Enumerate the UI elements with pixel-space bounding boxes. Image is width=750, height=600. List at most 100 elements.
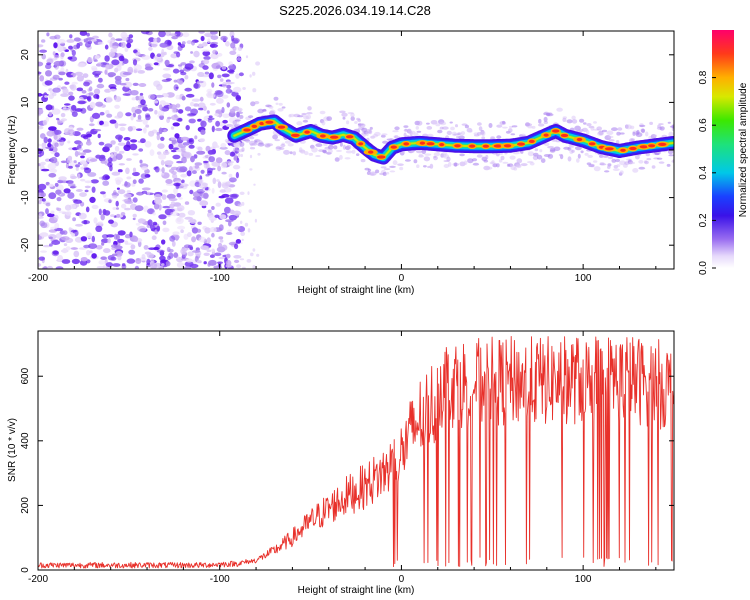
ridge-halo [509, 155, 516, 160]
noise-speckle [117, 230, 126, 236]
colorbar-tick-label: 0.8 [698, 70, 709, 84]
noise-speckle [111, 59, 120, 66]
noise-speckle [204, 71, 210, 75]
noise-speckle [125, 77, 130, 82]
noise-speckle [218, 224, 224, 231]
ridge-halo [527, 151, 535, 157]
noise-speckle [116, 187, 120, 190]
ridge-halo [534, 148, 539, 152]
noise-speckle [242, 266, 246, 269]
noise-speckle [75, 164, 80, 168]
noise-speckle [162, 227, 170, 233]
noise-speckle [39, 49, 47, 53]
ridge-halo [571, 115, 576, 120]
noise-speckle [137, 218, 146, 224]
noise-speckle [191, 40, 195, 46]
ridge-halo [446, 156, 451, 162]
ridge-halo [446, 130, 452, 135]
noise-speckle [184, 106, 192, 112]
noise-speckle [176, 262, 184, 268]
noise-speckle [188, 139, 193, 143]
y-tick-label: -20 [20, 238, 31, 253]
noise-speckle [218, 236, 224, 240]
noise-speckle [164, 59, 170, 66]
noise-speckle [47, 163, 57, 170]
ridge-hotspot-core [493, 144, 503, 148]
x-tick-label: -100 [210, 574, 230, 585]
noise-speckle [66, 157, 73, 164]
noise-speckle [118, 163, 126, 166]
ridge-halo [658, 161, 665, 164]
ridge-hotspot-core [543, 133, 549, 137]
noise-speckle [196, 81, 200, 84]
ridge-halo [601, 129, 608, 133]
noise-speckle [107, 255, 115, 261]
noise-speckle [57, 119, 61, 126]
y-tick-label: 0 [20, 147, 31, 153]
noise-speckle [114, 104, 120, 109]
noise-speckle [133, 64, 142, 71]
noise-speckle [92, 35, 99, 39]
noise-speckle [256, 253, 260, 257]
noise-speckle [134, 205, 144, 212]
noise-speckle [208, 259, 217, 266]
noise-speckle [144, 251, 152, 255]
noise-speckle [189, 60, 195, 64]
snr-ticks: -200 -100 0 100 0 200 400 600 [20, 331, 674, 585]
ridge-halo [392, 130, 399, 133]
ridge-halo [374, 131, 381, 137]
ridge-halo [278, 147, 285, 150]
noise-speckle [71, 233, 75, 237]
noise-speckle [200, 74, 210, 78]
noise-speckle [47, 213, 55, 218]
ridge-halo [583, 122, 587, 125]
ridge-halo [513, 167, 518, 171]
noise-speckle [45, 104, 53, 111]
noise-speckle [202, 105, 207, 111]
noise-speckle [200, 120, 207, 128]
ridge-hotspot-core [346, 135, 354, 139]
noise-speckle [222, 119, 228, 124]
noise-speckle [38, 256, 45, 261]
noise-speckle [50, 226, 58, 230]
noise-speckle [161, 194, 167, 200]
noise-speckle [48, 173, 57, 178]
noise-speckle [115, 38, 123, 41]
noise-speckle [56, 117, 60, 121]
ridge-hotspot-core [439, 143, 445, 147]
noise-speckle [215, 202, 221, 207]
noise-speckle [57, 45, 64, 52]
ridge-halo [667, 121, 671, 124]
noise-speckle [132, 59, 138, 66]
noise-speckle [126, 42, 132, 49]
noise-speckle [209, 226, 217, 233]
noise-speckle [235, 107, 243, 112]
noise-speckle [244, 222, 249, 227]
ridge-halo [497, 152, 503, 155]
noise-speckle [104, 175, 111, 180]
ridge-hotspot-core [330, 135, 339, 139]
ridge-halo [471, 158, 478, 162]
ridge-halo [481, 136, 486, 140]
noise-speckle [219, 239, 224, 243]
noise-speckle [95, 225, 103, 232]
noise-speckle [97, 133, 101, 139]
ridge-halo [283, 149, 290, 155]
ridge-hotspot-core [604, 147, 614, 151]
noise-speckle [127, 66, 134, 74]
noise-speckle [49, 35, 57, 40]
noise-speckle [69, 84, 75, 90]
ridge-halo [234, 119, 241, 122]
ridge-halo [394, 126, 400, 131]
noise-speckle [151, 129, 158, 134]
noise-speckle [230, 42, 236, 49]
ridge-hotspot-core [648, 144, 656, 148]
noise-speckle [185, 125, 190, 131]
ridge-halo [328, 144, 334, 148]
y-tick-label: 400 [20, 432, 31, 449]
noise-speckle [75, 223, 83, 227]
ridge-halo [599, 154, 604, 158]
noise-speckle [116, 213, 121, 218]
noise-speckle [49, 168, 58, 173]
ridge-halo [289, 113, 295, 118]
